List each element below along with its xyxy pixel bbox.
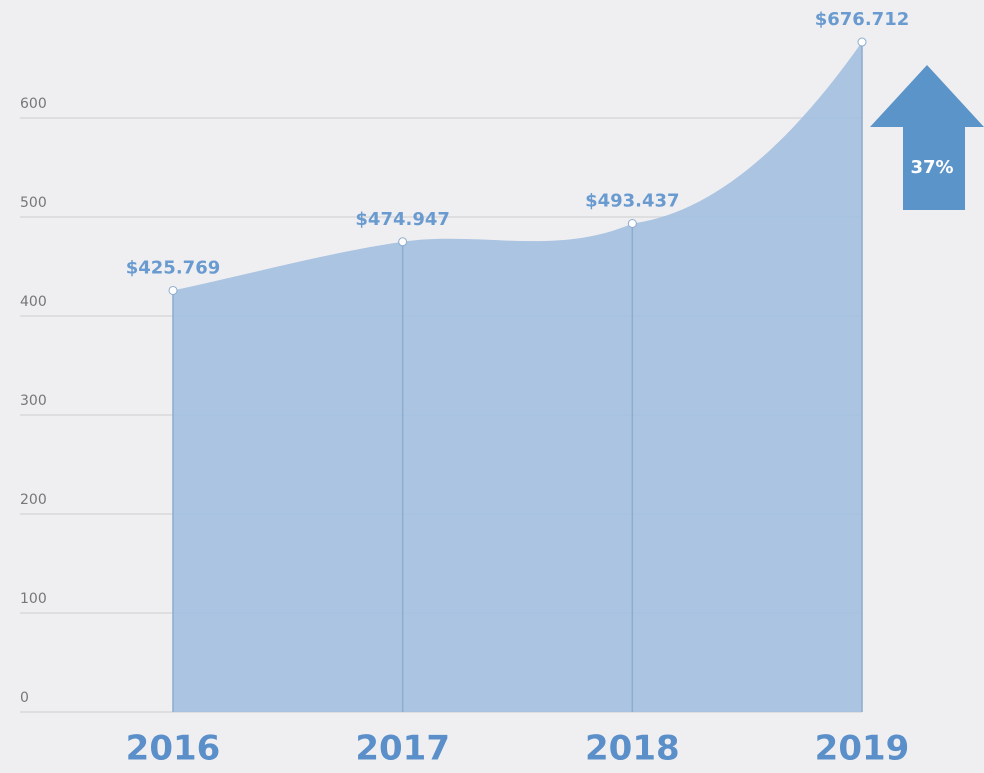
- y-tick-label: 500: [20, 195, 47, 211]
- point: [168, 285, 178, 295]
- annotation: 37%: [910, 157, 953, 178]
- value-label: $493.437: [585, 190, 680, 211]
- x-tick-label: 2017: [355, 729, 450, 769]
- area: [173, 42, 862, 713]
- x-tick-label: 2018: [585, 729, 680, 769]
- value-label: $676.712: [815, 9, 910, 30]
- y-tick-label: 200: [20, 492, 47, 508]
- y-tick-label: 0: [20, 690, 29, 706]
- value-label: $474.947: [355, 209, 450, 230]
- y-tick-label: 300: [20, 393, 47, 409]
- x-tick-label: 2019: [815, 729, 910, 769]
- y-tick-label: 100: [20, 591, 47, 607]
- value-label: $425.769: [126, 257, 221, 278]
- point: [857, 37, 867, 47]
- point: [627, 218, 637, 228]
- up-arrow: [870, 65, 984, 210]
- y-tick-label: 600: [20, 96, 47, 112]
- y-tick-label: 400: [20, 294, 47, 310]
- point: [398, 237, 408, 247]
- x-tick-label: 2016: [126, 729, 221, 769]
